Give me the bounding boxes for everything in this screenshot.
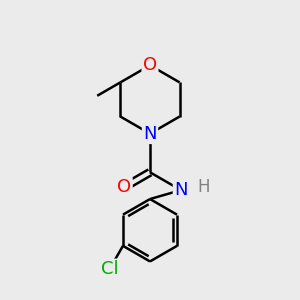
Text: Cl: Cl: [101, 260, 119, 278]
Text: O: O: [143, 56, 157, 74]
Text: N: N: [174, 181, 188, 199]
Text: O: O: [117, 178, 131, 196]
Text: H: H: [197, 178, 210, 196]
Text: N: N: [143, 125, 157, 143]
